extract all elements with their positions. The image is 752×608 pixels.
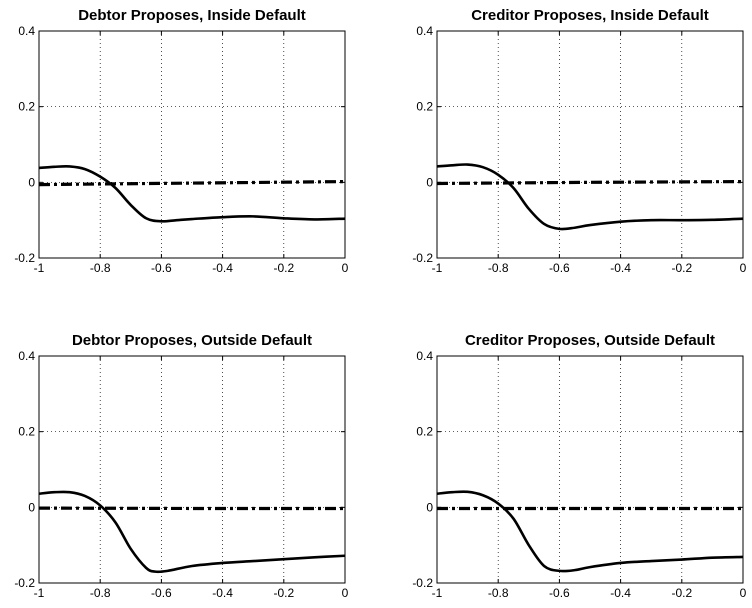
y-tick-label: 0.2	[416, 100, 433, 114]
x-tick-label: -0.4	[610, 586, 631, 600]
x-tick-label: 0	[342, 586, 349, 600]
series-solid-line	[437, 490, 743, 573]
series-solid-line	[39, 165, 345, 223]
x-tick-label: 0	[740, 586, 747, 600]
x-tick-label: -0.8	[488, 586, 509, 600]
chart-title: Debtor Proposes, Inside Default	[78, 7, 306, 24]
x-tick-label: -0.8	[90, 261, 111, 275]
y-tick-label: 0	[426, 175, 433, 189]
x-tick-label: 0	[740, 261, 747, 275]
chart-title: Debtor Proposes, Outside Default	[72, 332, 312, 349]
chart-panel-1: Debtor Proposes, Inside Default -1 -0.8 -0.…	[14, 7, 348, 275]
x-tick-label: 0	[342, 261, 349, 275]
axes-box	[38, 355, 346, 584]
chart-panel-2: Creditor Proposes, Inside Default -1 -0.8 -…	[412, 7, 746, 275]
x-tick-label: -0.6	[151, 261, 172, 275]
y-tick-label: 0	[28, 175, 35, 189]
axes-box	[436, 30, 744, 259]
x-tick-label: -1	[432, 586, 443, 600]
chart-title: Creditor Proposes, Outside Default	[465, 332, 715, 349]
x-tick-label: -0.8	[488, 261, 509, 275]
y-tick-label: -0.2	[14, 251, 35, 265]
axes-box	[38, 30, 346, 259]
y-tick-label: -0.2	[412, 251, 433, 265]
y-tick-label: 0	[426, 500, 433, 514]
x-tick-label: -0.6	[549, 586, 570, 600]
x-tick-label: -0.2	[671, 586, 692, 600]
x-tick-label: -0.6	[549, 261, 570, 275]
x-tick-label: -0.4	[212, 586, 233, 600]
x-tick-label: -0.2	[273, 261, 294, 275]
x-tick-label: -0.2	[671, 261, 692, 275]
chart-panel-4: Creditor Proposes, Outside Default -1 -0.8…	[412, 332, 746, 600]
x-tick-label: -1	[34, 261, 45, 275]
chart-panel-3: Debtor Proposes, Outside Default -1 -0.8 -0…	[14, 332, 348, 600]
x-tick-label: -1	[34, 586, 45, 600]
y-tick-label: 0.4	[18, 349, 35, 363]
y-tick-label: 0.2	[18, 425, 35, 439]
y-tick-label: 0.4	[416, 24, 433, 38]
x-tick-label: -0.2	[273, 586, 294, 600]
series-dashdot-line	[39, 179, 345, 187]
y-tick-label: 0.4	[18, 24, 35, 38]
series-solid-line	[437, 163, 743, 231]
series-solid-line	[39, 490, 345, 574]
x-tick-label: -0.4	[610, 261, 631, 275]
axes-box	[436, 355, 744, 584]
y-tick-label: 0.2	[18, 100, 35, 114]
x-tick-label: -0.6	[151, 586, 172, 600]
y-tick-label: -0.2	[412, 576, 433, 590]
x-tick-label: -0.8	[90, 586, 111, 600]
series-dashdot-line	[437, 179, 743, 186]
y-tick-label: 0.4	[416, 349, 433, 363]
y-tick-label: -0.2	[14, 576, 35, 590]
y-tick-label: 0	[28, 500, 35, 514]
chart-title: Creditor Proposes, Inside Default	[471, 7, 709, 24]
x-tick-label: -0.4	[212, 261, 233, 275]
x-tick-label: -1	[432, 261, 443, 275]
y-tick-label: 0.2	[416, 425, 433, 439]
